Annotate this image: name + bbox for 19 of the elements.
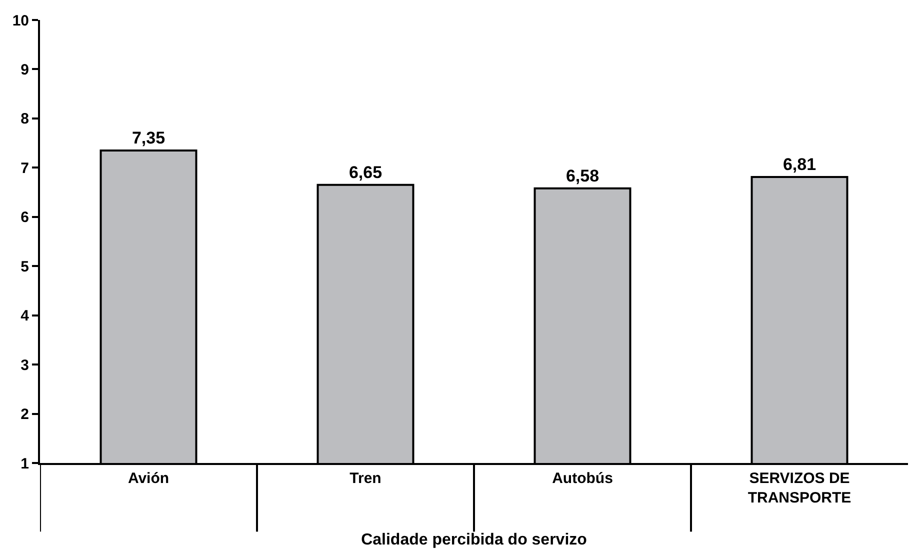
data-label: 6,58 — [566, 166, 600, 186]
x-tick-label: SERVIZOS DE TRANSPORTE — [748, 470, 852, 506]
y-tick-label: 2 — [20, 406, 29, 424]
x-tick-label: Avión — [128, 470, 170, 487]
x-tick-label: Autobús — [552, 470, 613, 487]
data-label: 6,65 — [348, 162, 382, 182]
data-label: 6,81 — [782, 155, 816, 174]
y-tick-label: 3 — [20, 356, 29, 374]
x-axis-title: Calidade percibida do servizo — [361, 532, 588, 549]
y-tick-label: 10 — [12, 12, 29, 30]
y-tick-label: 4 — [20, 308, 30, 325]
y-tick-label: 8 — [20, 110, 29, 128]
x-tick-label: Tren — [350, 470, 382, 487]
data-label: 7,35 — [132, 128, 166, 148]
y-tick-label: 6 — [20, 209, 29, 226]
y-tick-label: 7 — [20, 160, 29, 177]
y-tick-label: 5 — [20, 258, 29, 276]
y-tick-label: 1 — [20, 455, 29, 472]
y-tick-label: 9 — [20, 61, 29, 78]
